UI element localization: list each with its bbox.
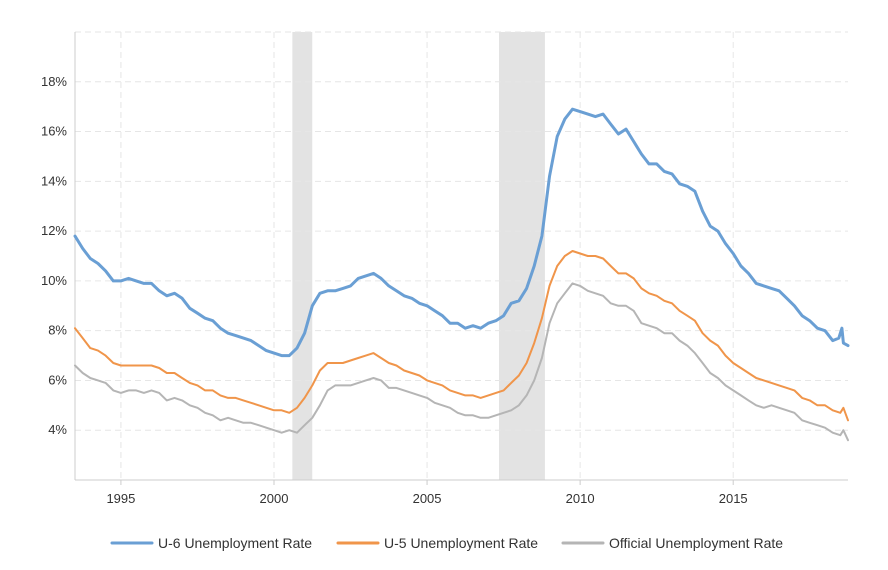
legend-item: U-5 Unemployment Rate <box>336 535 538 551</box>
x-tick-label: 2000 <box>260 491 289 506</box>
legend-item: Official Unemployment Rate <box>561 535 783 551</box>
y-tick-label: 8% <box>48 323 67 338</box>
y-tick-labels: 4% 6% 8% 10% 12% 14% 16% 18% <box>41 74 67 437</box>
grid-lines <box>75 31 848 480</box>
axes <box>74 32 848 485</box>
legend: U-6 Unemployment Rate U-5 Unemployment Ra… <box>110 535 783 551</box>
u6-line <box>73 107 850 358</box>
y-tick-label: 6% <box>48 372 67 387</box>
y-tick-label: 16% <box>41 124 67 139</box>
y-tick-label: 12% <box>41 223 67 238</box>
legend-label: U-6 Unemployment Rate <box>158 535 312 551</box>
series-lines <box>73 107 850 442</box>
legend-label: Official Unemployment Rate <box>609 535 783 551</box>
recession-bands <box>292 32 545 480</box>
y-tick-label: 14% <box>41 173 67 188</box>
y-tick-label: 18% <box>41 74 67 89</box>
official-line <box>74 282 849 442</box>
u5-line <box>74 250 849 422</box>
y-tick-label: 4% <box>48 422 67 437</box>
x-tick-label: 2015 <box>719 491 748 506</box>
x-tick-labels: 1995 2000 2005 2010 2015 <box>106 491 747 506</box>
y-tick-label: 10% <box>41 273 67 288</box>
x-tick-label: 2005 <box>413 491 442 506</box>
legend-label: U-5 Unemployment Rate <box>384 535 538 551</box>
legend-item: U-6 Unemployment Rate <box>110 535 312 551</box>
recession-band <box>292 32 313 480</box>
x-tick-label: 2010 <box>566 491 595 506</box>
x-tick-label: 1995 <box>106 491 135 506</box>
